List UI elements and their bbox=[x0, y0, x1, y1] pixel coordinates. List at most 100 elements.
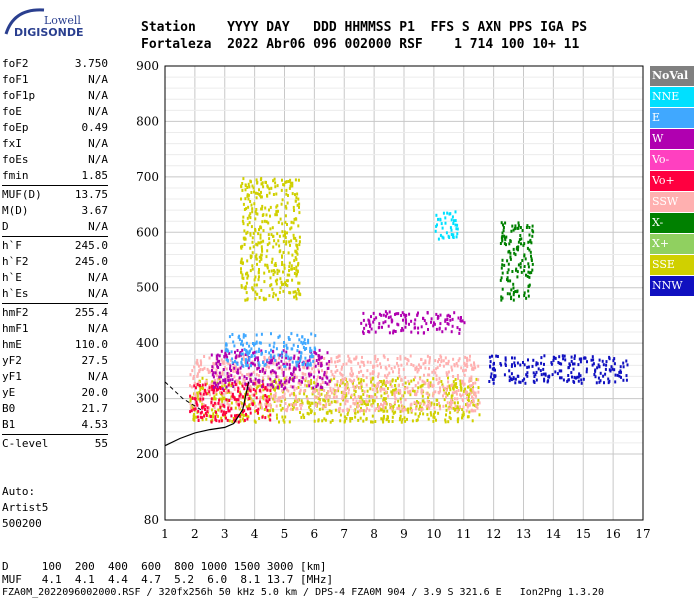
echo-point bbox=[325, 402, 328, 406]
echo-point bbox=[334, 408, 337, 412]
echo-point bbox=[470, 378, 473, 382]
echo-point bbox=[269, 413, 272, 417]
echo-point bbox=[452, 375, 455, 378]
echo-point bbox=[318, 388, 321, 392]
echo-point bbox=[370, 327, 373, 331]
echo-point bbox=[225, 342, 228, 346]
echo-point bbox=[317, 400, 320, 404]
echo-point bbox=[420, 391, 423, 395]
echo-point bbox=[255, 178, 258, 182]
echo-point bbox=[335, 389, 338, 393]
echo-point bbox=[240, 360, 243, 364]
echo-point bbox=[512, 286, 515, 290]
echo-point bbox=[554, 356, 557, 360]
echo-point bbox=[365, 417, 368, 421]
echo-point bbox=[224, 387, 227, 391]
echo-point bbox=[278, 244, 281, 248]
echo-point bbox=[233, 375, 236, 379]
echo-point bbox=[205, 379, 208, 383]
echo-point bbox=[260, 288, 263, 292]
echo-point bbox=[448, 386, 451, 390]
echo-point bbox=[512, 282, 515, 286]
echo-point bbox=[342, 408, 345, 412]
echo-point bbox=[266, 388, 269, 392]
echo-point bbox=[391, 378, 394, 382]
echo-point bbox=[501, 258, 504, 262]
echo-point bbox=[277, 209, 279, 213]
param-row-b0: B0 21.7 bbox=[2, 401, 108, 417]
echo-point bbox=[310, 353, 313, 357]
echo-point bbox=[411, 409, 413, 412]
echo-point bbox=[311, 355, 314, 358]
echo-point bbox=[432, 419, 435, 423]
param-row-fmin: fmin 1.85 bbox=[2, 168, 108, 184]
echo-point bbox=[268, 187, 271, 191]
echo-point bbox=[271, 369, 274, 373]
echo-point bbox=[305, 360, 307, 363]
echo-point bbox=[478, 413, 481, 417]
echo-point bbox=[381, 325, 383, 329]
echo-point bbox=[226, 359, 229, 363]
echo-point bbox=[233, 344, 236, 348]
echo-point bbox=[432, 412, 435, 416]
echo-point bbox=[457, 377, 459, 381]
echo-point bbox=[608, 379, 611, 383]
echo-point bbox=[592, 358, 595, 362]
echo-point bbox=[401, 409, 404, 413]
echo-point bbox=[245, 412, 247, 416]
param-key: foE bbox=[2, 105, 22, 118]
echo-point bbox=[227, 383, 230, 387]
echo-point bbox=[456, 364, 459, 368]
echo-point bbox=[431, 370, 434, 374]
echo-point bbox=[455, 227, 458, 231]
echo-point bbox=[242, 357, 245, 360]
echo-point bbox=[242, 177, 245, 181]
echo-point bbox=[389, 406, 392, 410]
echo-point bbox=[255, 283, 258, 287]
echo-point bbox=[466, 403, 469, 407]
echo-point bbox=[233, 387, 236, 391]
echo-point bbox=[303, 366, 306, 370]
echo-point bbox=[255, 208, 258, 211]
echo-point bbox=[259, 395, 262, 399]
echo-point bbox=[567, 374, 570, 377]
echo-point bbox=[448, 407, 451, 411]
echo-point bbox=[284, 365, 287, 369]
echo-point bbox=[260, 403, 263, 407]
echo-point bbox=[235, 368, 238, 372]
echo-point bbox=[394, 410, 397, 414]
echo-point bbox=[504, 236, 506, 240]
echo-point bbox=[495, 354, 498, 358]
echo-point bbox=[438, 391, 441, 395]
echo-point bbox=[440, 380, 443, 383]
echo-point bbox=[209, 387, 212, 391]
echo-point bbox=[266, 358, 269, 362]
echo-point bbox=[202, 389, 205, 393]
echo-point bbox=[411, 419, 414, 423]
echo-point bbox=[281, 254, 283, 258]
echo-point bbox=[275, 210, 278, 214]
echo-point bbox=[346, 399, 349, 403]
echo-point bbox=[259, 178, 262, 182]
echo-point bbox=[540, 356, 543, 360]
echo-point bbox=[473, 393, 476, 397]
echo-point bbox=[517, 248, 519, 252]
echo-point bbox=[308, 384, 311, 388]
echo-point bbox=[284, 386, 287, 390]
echo-point bbox=[404, 387, 406, 391]
echo-point bbox=[273, 341, 276, 345]
echo-point bbox=[240, 271, 243, 275]
echo-point bbox=[254, 420, 257, 424]
echo-point bbox=[314, 334, 317, 338]
echo-point bbox=[418, 377, 421, 381]
echo-point bbox=[594, 375, 597, 379]
echo-point bbox=[297, 281, 300, 285]
echo-point bbox=[219, 363, 222, 366]
echo-point bbox=[241, 262, 244, 265]
echo-point bbox=[300, 403, 303, 407]
echo-point bbox=[325, 397, 328, 400]
echo-point bbox=[241, 373, 244, 377]
echo-point bbox=[446, 393, 449, 397]
echo-point bbox=[472, 390, 475, 394]
echo-point bbox=[269, 409, 272, 413]
